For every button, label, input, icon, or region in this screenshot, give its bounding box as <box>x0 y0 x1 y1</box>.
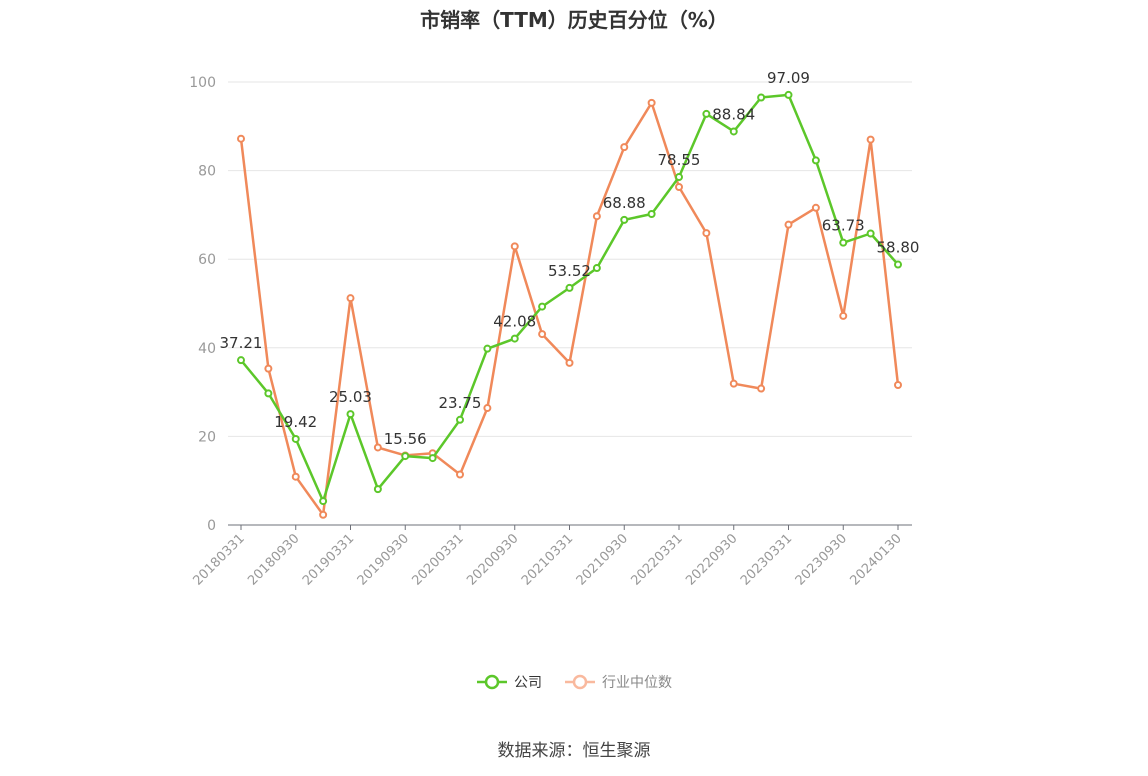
x-tick-label: 20230331 <box>738 531 795 588</box>
data-point <box>264 364 273 373</box>
data-point <box>373 443 382 452</box>
data-point <box>757 384 766 393</box>
data-label: 63.73 <box>822 217 865 235</box>
x-tick-label: 20240130 <box>847 531 904 588</box>
data-label: 15.56 <box>384 430 427 448</box>
data-point <box>839 311 848 320</box>
data-point <box>647 210 656 219</box>
y-tick-label: 100 <box>189 75 216 91</box>
data-point <box>565 358 574 367</box>
data-point <box>510 242 519 251</box>
data-point <box>784 220 793 229</box>
data-point <box>675 173 683 182</box>
data-labels: 37.21 19.42 25.03 15.56 23.75 42.08 53.52 68.88… <box>220 69 920 448</box>
axes: 0 20 40 60 80 100 2018033120180930201903312019… <box>189 75 912 589</box>
legend-label: 公司 <box>514 675 542 691</box>
data-point <box>675 182 683 191</box>
data-point <box>866 229 875 238</box>
data-point <box>510 334 519 343</box>
data-point <box>237 134 245 143</box>
data-point <box>894 260 902 269</box>
data-point <box>702 229 711 238</box>
legend-label: 行业中位数 <box>602 675 672 691</box>
data-point <box>237 356 245 365</box>
data-point <box>894 381 902 390</box>
data-point <box>264 389 273 398</box>
data-point <box>592 264 601 273</box>
y-tick-label: 20 <box>198 429 216 445</box>
data-label: 78.55 <box>658 151 701 169</box>
legend-item-company[interactable]: 公司 <box>476 672 542 692</box>
legend-marker <box>477 674 507 690</box>
data-point <box>811 156 820 165</box>
x-tick-label: 20200930 <box>464 531 521 588</box>
data-point <box>592 212 601 221</box>
series-layer <box>237 90 902 519</box>
data-point <box>784 90 793 99</box>
y-tick-label: 40 <box>198 341 216 357</box>
legend-marker <box>565 674 595 690</box>
data-label: 37.21 <box>220 334 263 352</box>
y-tick-label: 80 <box>198 164 216 180</box>
x-tick-label: 20220331 <box>628 531 685 588</box>
data-label: 68.88 <box>603 194 646 212</box>
legend-item-industry-median[interactable]: 行业中位数 <box>564 672 672 692</box>
data-point <box>319 497 328 506</box>
data-label: 25.03 <box>329 388 372 406</box>
grid-lines <box>228 81 912 437</box>
data-point <box>565 283 574 292</box>
y-tick-label: 0 <box>207 518 216 534</box>
data-point <box>373 485 382 494</box>
data-point <box>291 434 300 443</box>
data-point <box>401 452 410 461</box>
x-tick-label: 20210331 <box>519 531 576 588</box>
data-point <box>456 415 464 424</box>
data-point <box>346 410 355 419</box>
data-point <box>729 127 738 136</box>
x-tick-label: 20190930 <box>355 531 412 588</box>
data-point <box>647 98 656 107</box>
data-point <box>428 454 437 463</box>
x-tick-label: 20190331 <box>300 531 357 588</box>
chart-title: 市销率（TTM）历史百分位（%） <box>420 8 728 32</box>
data-label: 19.42 <box>274 413 317 431</box>
data-label: 53.52 <box>548 262 591 280</box>
x-tick-label: 20220930 <box>683 531 740 588</box>
x-tick-label: 20180930 <box>245 531 302 588</box>
data-label: 42.08 <box>493 313 536 331</box>
x-tick-label: 20200331 <box>409 531 466 588</box>
data-point <box>757 93 766 102</box>
data-point <box>483 404 492 413</box>
data-point <box>620 143 629 152</box>
data-label: 97.09 <box>767 69 810 87</box>
data-point <box>346 294 355 303</box>
legend: 公司 行业中位数 <box>0 672 1148 692</box>
data-point <box>866 135 875 144</box>
data-point <box>538 302 547 311</box>
data-label: 88.84 <box>712 105 755 123</box>
y-tick-label: 60 <box>198 252 216 268</box>
data-source-note: 数据来源：恒生聚源 <box>497 741 651 761</box>
data-point <box>291 472 300 481</box>
data-label: 58.80 <box>877 239 920 257</box>
x-tick-label: 20210930 <box>574 531 631 588</box>
data-point <box>456 470 464 479</box>
data-point <box>811 203 820 212</box>
data-point <box>620 215 629 224</box>
series-line-company <box>240 93 899 503</box>
x-tick-label: 20230930 <box>793 531 850 588</box>
data-point <box>702 109 711 118</box>
data-label: 23.75 <box>439 394 482 412</box>
data-point <box>538 330 547 339</box>
data-point <box>729 379 738 388</box>
x-tick-label: 20180331 <box>190 531 247 588</box>
data-point <box>319 510 328 519</box>
data-point <box>839 238 848 247</box>
data-point <box>483 344 492 353</box>
